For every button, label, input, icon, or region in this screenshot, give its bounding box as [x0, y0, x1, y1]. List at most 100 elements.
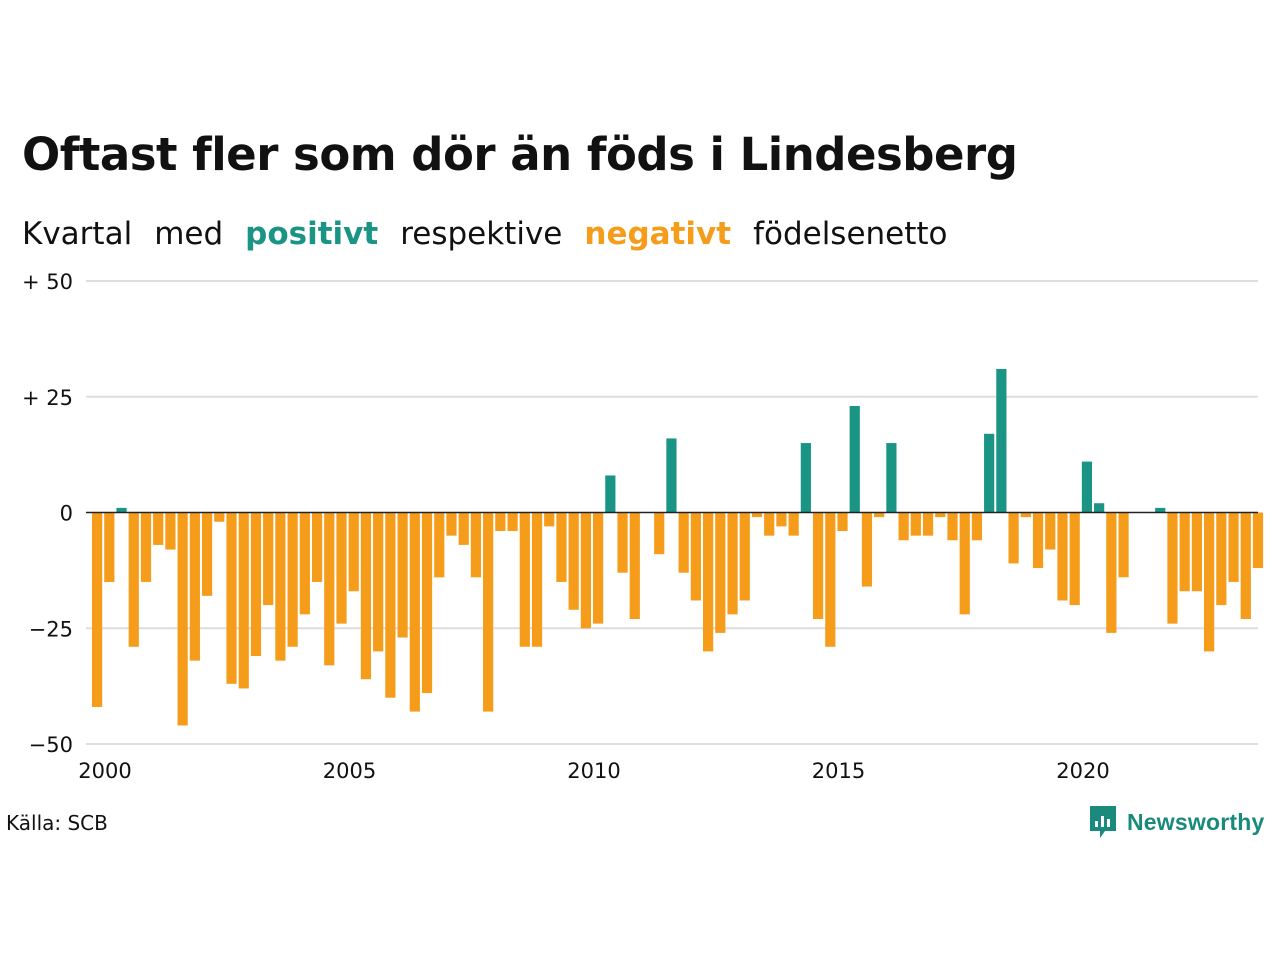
bar-negative: [409, 512, 420, 712]
bar-positive: [849, 406, 860, 513]
subtitle-text-respektive: respektive: [400, 216, 563, 252]
bar-negative: [495, 512, 506, 532]
bar-negative: [898, 512, 909, 541]
bar-negative: [1008, 512, 1019, 564]
bar-negative: [617, 512, 628, 573]
subtitle-negative-label: negativt: [584, 216, 732, 252]
bar-negative: [519, 512, 530, 647]
bar-negative: [434, 512, 445, 578]
bar-negative: [593, 512, 604, 624]
bar-negative: [446, 512, 457, 536]
bar-negative: [201, 512, 213, 596]
bar-negative: [1106, 512, 1117, 633]
subtitle-text-kvartal: Kvartal: [22, 216, 133, 252]
bar-negative: [935, 512, 946, 518]
bar-negative: [1057, 512, 1068, 601]
bar-negative: [825, 512, 836, 647]
bar-positive: [984, 433, 995, 513]
bar-negative: [238, 512, 249, 689]
bar-negative: [1020, 512, 1031, 518]
bar-negative: [959, 512, 970, 615]
bar-layer: [92, 368, 1264, 726]
x-tick-label: 2005: [323, 759, 376, 783]
x-tick-label: 2020: [1056, 759, 1109, 783]
bar-negative: [140, 512, 152, 582]
bar-negative: [128, 512, 139, 647]
y-tick-label: + 25: [22, 386, 73, 410]
bar-negative: [764, 512, 775, 536]
newsworthy-logo: Newsworthy: [1088, 804, 1264, 840]
x-tick-label: 2015: [812, 759, 865, 783]
bar-negative: [373, 512, 384, 652]
bar-negative: [214, 512, 225, 522]
bar-negative: [544, 512, 555, 527]
bar-negative: [1167, 512, 1178, 624]
bar-negative: [275, 512, 286, 661]
bar-negative: [1216, 512, 1227, 606]
newsworthy-logo-text: Newsworthy: [1127, 808, 1265, 835]
bar-negative: [629, 512, 640, 619]
bar-positive: [1081, 461, 1093, 513]
bar-negative: [1032, 512, 1044, 569]
source-note: Källa: SCB: [6, 811, 108, 835]
bar-negative: [922, 512, 934, 536]
bar-negative: [92, 512, 103, 707]
bar-negative: [678, 512, 689, 573]
bar-negative: [336, 512, 347, 624]
bar-negative: [971, 512, 983, 541]
bar-negative: [263, 512, 274, 606]
subtitle-text-fodelsenetto: födelsenetto: [753, 216, 948, 252]
y-tick-label: + 50: [22, 270, 73, 294]
x-tick-label: 2010: [567, 759, 620, 783]
y-tick-label: 0: [60, 502, 73, 526]
newsworthy-logo-icon: [1090, 806, 1116, 838]
subtitle-text-med: med: [154, 216, 224, 252]
bar-negative: [287, 512, 298, 647]
bar-negative: [153, 512, 164, 545]
bar-negative: [947, 512, 958, 541]
bar-positive: [886, 443, 897, 513]
bar-negative: [360, 512, 372, 680]
bar-negative: [348, 512, 359, 592]
bar-negative: [727, 512, 738, 615]
bar-positive: [800, 443, 811, 513]
bar-positive: [1155, 507, 1166, 513]
bar-negative: [715, 512, 726, 633]
bar-negative: [703, 512, 714, 652]
bar-negative: [470, 512, 482, 578]
bar-negative: [458, 512, 469, 545]
bar-negative: [910, 512, 921, 536]
bar-positive: [666, 438, 677, 513]
bar-negative: [874, 512, 885, 518]
bar-negative: [690, 512, 701, 601]
bar-negative: [226, 512, 237, 684]
bar-negative: [311, 512, 323, 582]
bar-negative: [483, 512, 494, 712]
bar-negative: [654, 512, 665, 555]
bar-negative: [385, 512, 396, 698]
bar-negative: [324, 512, 335, 666]
bar-negative: [568, 512, 579, 610]
x-tick-label: 2000: [78, 759, 131, 783]
bar-negative: [1252, 512, 1264, 569]
chart-subtitle: Kvartal med positivt respektive negativt föde…: [22, 216, 970, 252]
bar-negative: [165, 512, 176, 550]
bar-negative: [812, 512, 824, 619]
bar-negative: [1069, 512, 1080, 606]
bar-negative: [751, 512, 763, 518]
bar-negative: [1240, 512, 1251, 619]
bar-positive: [1094, 503, 1105, 513]
bar-negative: [1179, 512, 1190, 592]
bar-negative: [299, 512, 310, 615]
bar-negative: [1191, 512, 1202, 592]
bar-negative: [250, 512, 262, 657]
bar-negative: [1228, 512, 1239, 582]
bar-negative: [788, 512, 799, 536]
bar-positive: [605, 475, 616, 513]
bar-negative: [397, 512, 408, 638]
bar-positive: [996, 368, 1007, 513]
bar-negative: [177, 512, 188, 726]
chart-title: Oftast fler som dör än föds i Lindesberg: [22, 128, 1018, 181]
bar-negative: [1045, 512, 1056, 550]
